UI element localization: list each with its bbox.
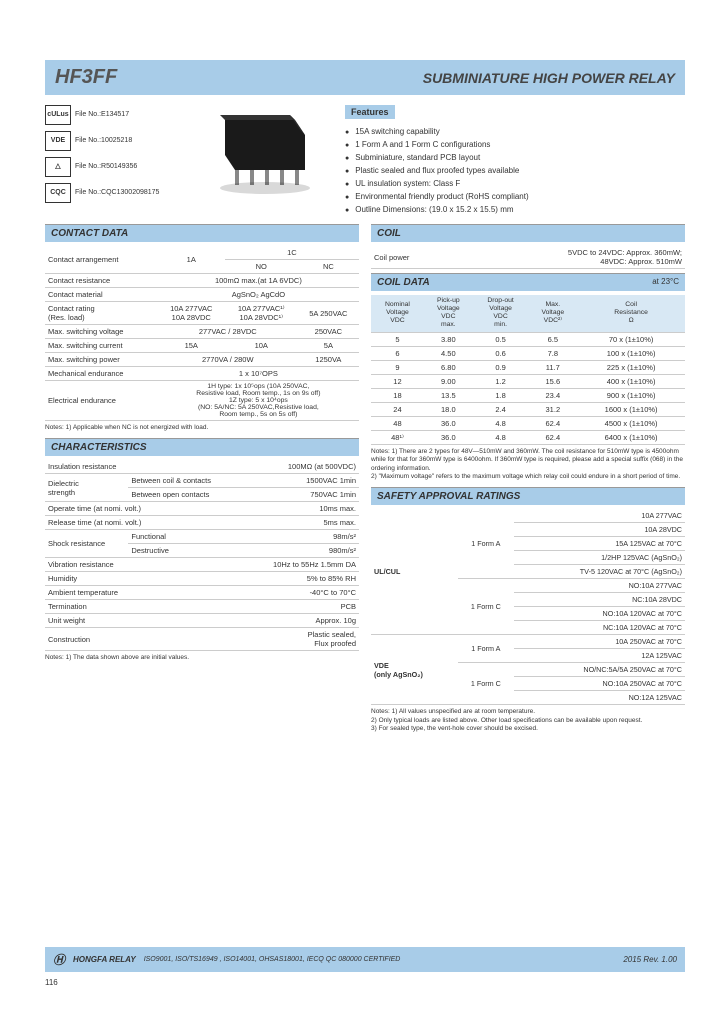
feature-item: 1 Form A and 1 Form C configurations (345, 138, 685, 151)
coil-title: COIL (371, 224, 685, 242)
relay-icon (205, 110, 315, 200)
right-column: COIL Coil power 5VDC to 24VDC: Approx. 3… (371, 224, 685, 734)
feature-item: Environmental friendly product (RoHS com… (345, 190, 685, 203)
cert-file: File No.:E134517 (75, 110, 129, 121)
footer-certs: ISO9001, ISO/TS16949 , ISO14001, OHSAS18… (144, 956, 401, 963)
footer-bar: Ⓗ HONGFA RELAY ISO9001, ISO/TS16949 , IS… (45, 947, 685, 972)
cert-file: File No.:CQC13002098175 (75, 188, 159, 199)
title-bar: HF3FF SUBMINIATURE HIGH POWER RELAY (45, 60, 685, 95)
cert-logo: VDE (45, 131, 71, 151)
feature-item: Subminiature, standard PCB layout (345, 151, 685, 164)
footer-rev: 2015 Rev. 1.00 (623, 955, 677, 964)
cert-item: VDE File No.:10025218 (45, 131, 175, 151)
cert-item: cULus File No.:E134517 (45, 105, 175, 125)
char-note: Notes: 1) The data shown above are initi… (45, 654, 359, 662)
cert-file: File No.:10025218 (75, 136, 132, 147)
page-number: 116 (45, 978, 685, 987)
certifications: cULus File No.:E134517 VDE File No.:1002521… (45, 105, 175, 216)
coil-data-title: COIL DATA at 23°C (371, 273, 685, 291)
safety-title: SAFETY APPROVAL RATINGS (371, 487, 685, 505)
coil-data-table: Nominal Voltage VDCPick-up Voltage VDC m… (371, 295, 685, 445)
coil-power-table: Coil power 5VDC to 24VDC: Approx. 360mW;… (371, 246, 685, 269)
footer: Ⓗ HONGFA RELAY ISO9001, ISO/TS16949 , IS… (45, 947, 685, 987)
contact-data-title: CONTACT DATA (45, 224, 359, 242)
cert-file: File No.:R50149356 (75, 162, 137, 173)
feature-item: Outline Dimensions: (19.0 x 15.2 x 15.5)… (345, 203, 685, 216)
safety-note: Notes: 1) All values unspecified are at … (371, 708, 685, 733)
safety-table: UL/CUL1 Form A10A 277VAC10A 28VDC15A 125… (371, 509, 685, 705)
features-title: Features (345, 105, 395, 119)
product-image (190, 105, 330, 205)
cert-logo: CQC (45, 183, 71, 203)
part-number: HF3FF (55, 66, 117, 89)
characteristics-title: CHARACTERISTICS (45, 438, 359, 456)
coil-note: Notes: 1) There are 2 types for 48V—510m… (371, 448, 685, 482)
content-columns: CONTACT DATA Contact arrangement1A1C NON… (45, 224, 685, 734)
left-column: CONTACT DATA Contact arrangement1A1C NON… (45, 224, 359, 734)
hf-logo: Ⓗ (53, 951, 65, 968)
cert-logo: △ (45, 157, 71, 177)
coil-power-label: Coil power (371, 246, 452, 269)
feature-item: Plastic sealed and flux proofed types av… (345, 164, 685, 177)
characteristics-table: Insulation resistance100MΩ (at 500VDC)Di… (45, 460, 359, 651)
top-section: cULus File No.:E134517 VDE File No.:1002521… (45, 105, 685, 216)
features-block: Features 15A switching capability1 Form … (345, 105, 685, 216)
feature-item: 15A switching capability (345, 125, 685, 138)
cert-logo: cULus (45, 105, 71, 125)
subtitle: SUBMINIATURE HIGH POWER RELAY (423, 70, 675, 86)
contact-note: Notes: 1) Applicable when NC is not ener… (45, 424, 359, 432)
cert-item: CQC File No.:CQC13002098175 (45, 183, 175, 203)
coil-power-val: 5VDC to 24VDC: Approx. 360mW; 48VDC: App… (452, 246, 685, 269)
datasheet-page: HF3FF SUBMINIATURE HIGH POWER RELAY cULu… (0, 0, 720, 1012)
cert-item: △ File No.:R50149356 (45, 157, 175, 177)
features-list: 15A switching capability1 Form A and 1 F… (345, 125, 685, 216)
feature-item: UL insulation system: Class F (345, 177, 685, 190)
contact-data-table: Contact arrangement1A1C NONC Contact res… (45, 246, 359, 421)
footer-brand: HONGFA RELAY (73, 955, 136, 964)
